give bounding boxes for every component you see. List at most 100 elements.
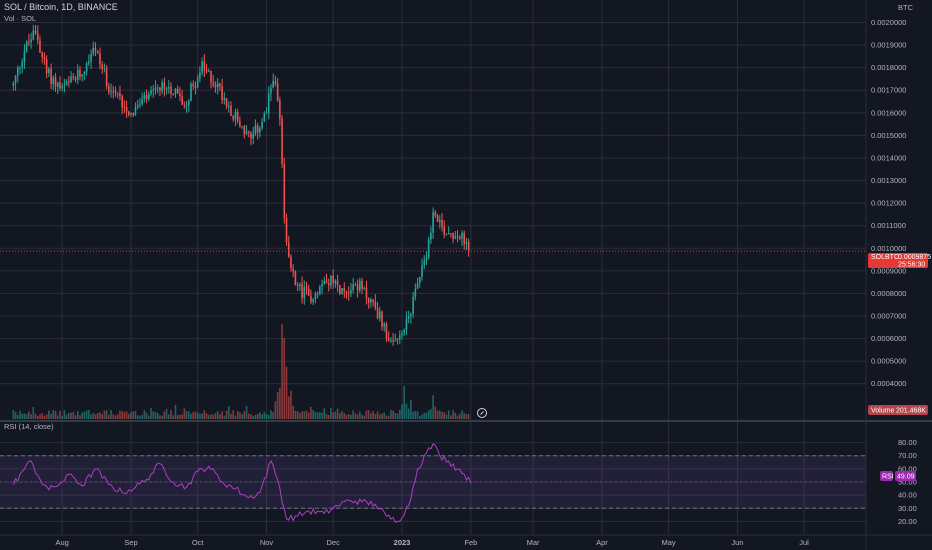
volume-bar: [25, 414, 28, 419]
volume-bar: [250, 414, 252, 419]
volume-bar: [161, 415, 163, 419]
candle-body: [52, 77, 55, 84]
candle-body: [154, 87, 157, 90]
candle-body: [283, 164, 286, 218]
volume-bar: [34, 413, 37, 419]
price-tick-label: 0.0007000: [871, 311, 906, 320]
candle-body: [241, 126, 243, 128]
time-axis[interactable]: Aug Sep Oct Nov Dec 2023 Feb Mar Apr May Jun Jul: [56, 538, 810, 547]
volume-bar: [292, 405, 294, 419]
volume-bar: [352, 410, 354, 419]
time-tick-label: Feb: [464, 538, 477, 547]
rsi-line: [12, 443, 472, 524]
price-tick-label: 0.0008000: [871, 289, 906, 298]
candle-body: [48, 68, 50, 73]
time-tick-label: Dec: [326, 538, 340, 547]
candle-body: [207, 70, 210, 72]
volume-bar: [427, 410, 430, 419]
candle-body: [254, 125, 257, 134]
volume-bar: [290, 390, 292, 419]
candle-body: [458, 236, 461, 239]
candle-body: [128, 111, 130, 115]
volume-bar: [183, 408, 186, 419]
candle-body: [23, 51, 26, 63]
volume-bar: [145, 412, 148, 419]
volume-bar: [319, 412, 321, 419]
volume-bar: [274, 401, 277, 419]
volume-bar: [345, 414, 348, 419]
candle-body: [323, 280, 326, 285]
candle-body: [427, 239, 430, 258]
volume-bar: [323, 408, 326, 419]
volume-bar: [350, 414, 352, 419]
volume-bar: [45, 414, 48, 419]
price-tick-label: 0.0009000: [871, 266, 906, 275]
volume-bar: [152, 411, 155, 419]
rsi-axis[interactable]: 80.00 70.00 60.00 50.00 40.00 30.00 20.00: [898, 438, 917, 526]
chart-settings-icon[interactable]: [477, 408, 487, 418]
candle-body: [212, 82, 215, 85]
volume-bar: [432, 395, 434, 419]
rsi-tick-label: 40.00: [898, 491, 917, 500]
volume-bar: [30, 414, 32, 419]
candle-body: [170, 86, 172, 94]
volume-bar: [367, 410, 370, 419]
rsi-legend: RSI (14, close): [4, 422, 54, 431]
volume-bar: [148, 415, 150, 419]
volume-bar: [19, 410, 21, 419]
time-tick-label: Jun: [731, 538, 743, 547]
candle-body: [199, 72, 201, 79]
time-tick-label: Jul: [799, 538, 809, 547]
volume-bar: [299, 413, 301, 419]
volume-bar: [354, 413, 357, 419]
volume-bar: [403, 385, 406, 419]
price-candles[interactable]: [12, 24, 470, 346]
candle-body: [374, 301, 377, 309]
rsi-tick-label: 70.00: [898, 451, 917, 460]
candle-body: [463, 232, 466, 244]
volume-bar: [372, 411, 374, 419]
volume-bar: [383, 412, 386, 419]
candle-body: [432, 212, 434, 233]
volume-bar: [412, 411, 414, 419]
volume-bar: [398, 409, 401, 419]
price-tick-label: 0.0010000: [871, 244, 906, 253]
volume-bar: [379, 414, 381, 419]
volume-bar: [376, 411, 379, 419]
candle-body: [161, 82, 163, 91]
candle-body: [63, 85, 66, 87]
volume-badge-name: Volume: [871, 408, 894, 415]
candle-body: [185, 104, 188, 106]
volume-bar: [92, 412, 95, 419]
volume-bar: [247, 413, 250, 419]
candle-body: [438, 220, 441, 222]
candle-body: [134, 106, 137, 116]
volume-bar: [254, 415, 257, 419]
candle-body: [290, 256, 292, 269]
candle-body: [99, 53, 101, 65]
price-tick-label: 0.0015000: [871, 131, 906, 140]
volume-bar: [465, 413, 468, 419]
volume-bar: [281, 324, 283, 419]
volume-bar: [321, 412, 323, 419]
volume-bar: [143, 410, 146, 419]
candle-body: [430, 232, 432, 240]
volume-bar: [112, 414, 115, 419]
candle-body: [416, 282, 419, 289]
volume-bar: [385, 415, 388, 419]
candle-body: [345, 291, 348, 293]
candle-body: [425, 257, 428, 261]
candle-body: [136, 104, 139, 107]
candle-body: [163, 82, 166, 89]
price-tick-label: 0.0017000: [871, 86, 906, 95]
price-axis[interactable]: 0.0020000 0.0019000 0.0018000 0.0017000 0.00…: [871, 18, 906, 388]
volume-bar: [121, 411, 123, 419]
candle-body: [296, 285, 299, 287]
volume-bar: [72, 411, 75, 419]
candle-body: [101, 64, 103, 70]
volume-bar: [347, 414, 350, 419]
volume-bar: [430, 408, 432, 419]
time-tick-label: Oct: [192, 538, 205, 547]
volume-bar: [232, 410, 235, 419]
